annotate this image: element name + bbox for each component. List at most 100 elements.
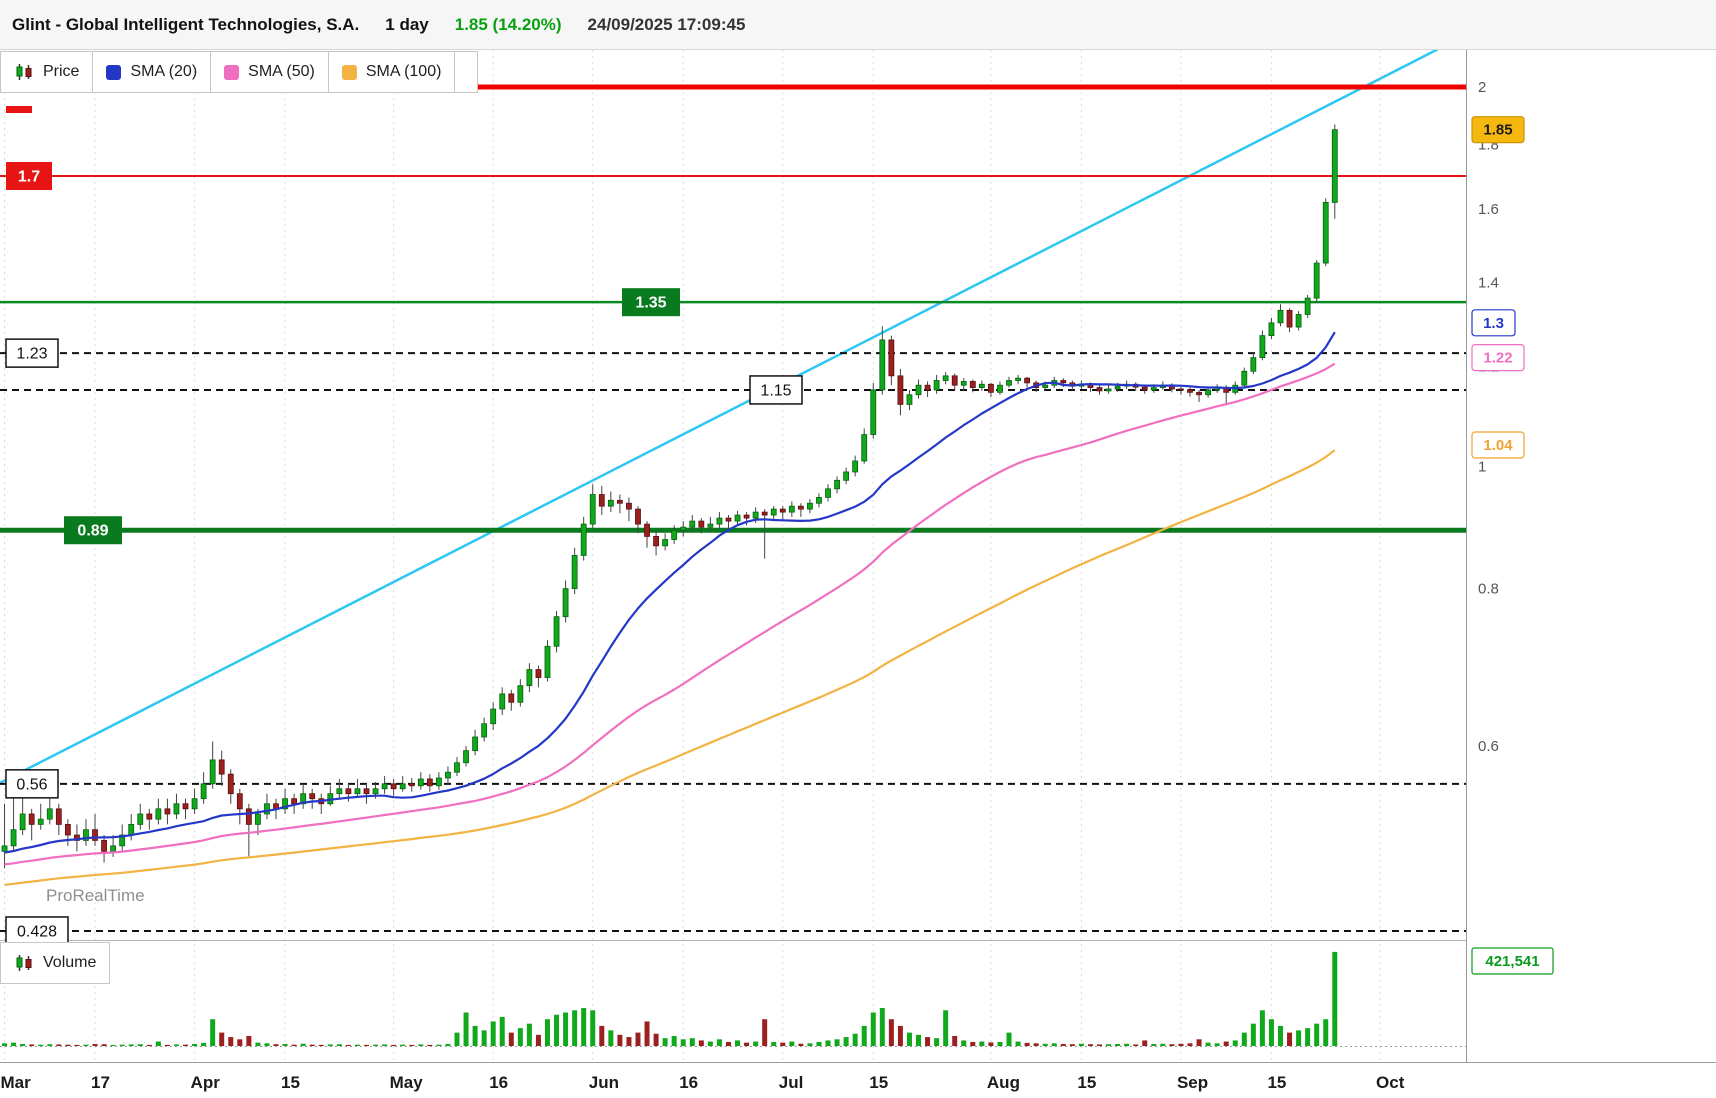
- candle-body: [1096, 387, 1103, 392]
- candle-body: [544, 645, 551, 678]
- volume-bar: [318, 1044, 324, 1046]
- volume-bar: [1196, 1039, 1202, 1046]
- candle-body: [282, 798, 288, 810]
- volume-bar: [20, 1043, 26, 1046]
- volume-bar: [662, 1038, 668, 1046]
- time-tick-label: 16: [489, 1073, 508, 1092]
- candle-body: [19, 813, 26, 831]
- volume-bar: [508, 1032, 514, 1046]
- volume-bar: [47, 1044, 53, 1046]
- candle-body: [816, 497, 822, 504]
- volume-bar: [1296, 1030, 1302, 1046]
- volume-bar: [1097, 1044, 1102, 1046]
- volume-bar: [1033, 1043, 1039, 1046]
- candle-body: [227, 773, 234, 795]
- volume-bar: [418, 1044, 424, 1046]
- volume-bar: [155, 1041, 161, 1046]
- level-label: 1.23: [16, 346, 47, 363]
- candle-body: [997, 384, 1003, 393]
- volume-bar: [635, 1032, 641, 1046]
- candle-body: [426, 778, 433, 787]
- volume-bar: [997, 1041, 1003, 1046]
- candle-body: [83, 829, 89, 841]
- volume-bar: [445, 1043, 451, 1046]
- price-legend: Price SMA (20) SMA (50) SMA (100): [0, 51, 479, 93]
- volume-bar: [454, 1032, 460, 1046]
- candle-body: [743, 514, 750, 519]
- sma-20-line[interactable]: [4, 331, 1336, 854]
- volume-bar: [888, 1019, 894, 1046]
- candle-body: [336, 788, 343, 795]
- volume-bar: [1187, 1043, 1193, 1046]
- candle-body: [644, 523, 650, 537]
- candle-body: [571, 555, 578, 589]
- volume-bar: [1160, 1043, 1166, 1046]
- time-tick-label: 15: [281, 1073, 300, 1092]
- volume-bar: [563, 1012, 569, 1046]
- volume-bar: [38, 1044, 44, 1046]
- candle-body: [933, 380, 940, 391]
- sma-swatch-icon: [341, 64, 357, 80]
- volume-bar: [1051, 1043, 1057, 1046]
- candle-body: [1205, 389, 1211, 396]
- sma-100-line[interactable]: [4, 449, 1336, 886]
- volume-bar: [128, 1044, 134, 1046]
- volume-bar: [825, 1040, 831, 1046]
- candle-body: [490, 708, 497, 725]
- volume-bar: [110, 1044, 116, 1046]
- candle-body: [10, 829, 17, 847]
- volume-bar: [617, 1034, 623, 1046]
- candle-body: [408, 783, 415, 787]
- candle-body: [906, 394, 913, 405]
- candle-body: [445, 771, 451, 779]
- trendline[interactable]: [0, 50, 1466, 784]
- volume-bar: [599, 1025, 605, 1046]
- volume-bar: [11, 1042, 17, 1046]
- candle-body: [435, 777, 442, 787]
- legend-chip-volume[interactable]: Volume: [0, 942, 111, 984]
- candle-body: [155, 808, 162, 820]
- level-label: 0.428: [17, 923, 57, 940]
- legend-chip-price[interactable]: Price: [0, 51, 94, 93]
- volume-bar: [92, 1043, 98, 1046]
- volume-bar: [680, 1039, 686, 1046]
- timeframe-label: 1 day: [385, 14, 429, 34]
- price-badge: 1.04: [1483, 437, 1513, 454]
- volume-bar: [210, 1019, 216, 1046]
- legend-chip-sma-20[interactable]: SMA (20): [92, 51, 212, 93]
- price-tick-label: 1.4: [1478, 274, 1499, 291]
- volume-bar: [309, 1044, 315, 1046]
- price-tick-label: 1: [1478, 458, 1486, 475]
- volume-bar: [689, 1038, 695, 1046]
- volume-bar: [1178, 1043, 1184, 1046]
- candle-body: [146, 813, 153, 820]
- volume-bar: [653, 1033, 659, 1046]
- sma-50-line[interactable]: [4, 362, 1336, 866]
- volume-bar: [228, 1037, 234, 1046]
- volume-bar: [336, 1044, 342, 1046]
- volume-bar: [988, 1042, 994, 1046]
- level-label: 0.56: [16, 776, 47, 793]
- price-volume-chart: 21.81.61.41.210.80.61.71.351.231.150.890…: [0, 50, 1716, 1092]
- legend-chip-sma-100[interactable]: SMA (100): [327, 51, 456, 93]
- time-tick-label: Jul: [779, 1073, 804, 1092]
- volume-bar: [572, 1010, 578, 1046]
- time-tick-label: Aug: [987, 1073, 1020, 1092]
- sma-swatch-icon: [106, 64, 122, 80]
- legend-chip-sma-50[interactable]: SMA (50): [210, 51, 329, 93]
- candle-body: [861, 434, 868, 462]
- volume-bar: [925, 1037, 931, 1046]
- chart-plot-surface[interactable]: [0, 50, 1466, 1062]
- level-label-box: [5, 916, 69, 946]
- candle-body: [779, 508, 786, 513]
- volume-bar: [1087, 1044, 1093, 1046]
- volume-bar: [698, 1040, 704, 1046]
- candle-body: [1196, 391, 1202, 396]
- volume-bar: [852, 1033, 858, 1046]
- candle-body: [218, 759, 225, 775]
- time-tick-label: Jun: [589, 1073, 619, 1092]
- candle-body: [553, 616, 560, 647]
- volume-bar: [517, 1028, 523, 1046]
- candle-body: [137, 813, 144, 825]
- volume-bar: [499, 1016, 505, 1046]
